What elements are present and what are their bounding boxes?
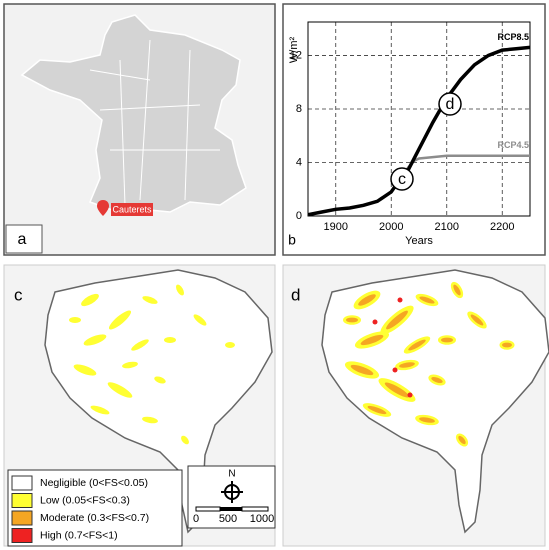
location-marker <box>97 200 109 216</box>
susceptibility-zone <box>69 317 81 323</box>
susceptibility-zone <box>154 376 166 384</box>
scale-label: 0 <box>193 513 199 525</box>
scale-label: 500 <box>219 513 237 525</box>
panel-label: b <box>288 232 296 248</box>
susceptibility-zone <box>419 417 435 423</box>
panel-label: c <box>14 285 23 304</box>
series-label: RCP4.5 <box>497 140 529 150</box>
y-tick-label: 8 <box>296 103 302 115</box>
scale-segment <box>220 507 242 511</box>
x-tick-label: 2000 <box>379 221 403 233</box>
susceptibility-zone <box>350 364 374 376</box>
series-label: RCP8.5 <box>497 32 529 42</box>
susceptibility-zone <box>142 296 158 304</box>
panel-d: d <box>282 264 549 547</box>
north-label: N <box>228 469 235 480</box>
scale-segment <box>241 506 269 512</box>
x-tick-label: 2200 <box>490 221 514 233</box>
plot-frame <box>307 21 531 217</box>
susceptibility-zone <box>193 314 207 326</box>
legend-label: Low (0.05<FS<0.3) <box>40 494 130 506</box>
y-tick-label: 12 <box>290 49 302 61</box>
susceptibility-zone <box>386 310 408 330</box>
susceptibility-zone <box>367 405 387 415</box>
legend-swatch <box>11 493 33 508</box>
susceptibility-zone <box>441 337 453 343</box>
compass-cross <box>221 481 243 503</box>
susceptibility-zone <box>453 284 461 296</box>
legend-label: High (0.7<FS<1) <box>40 529 118 541</box>
susceptibility-zone <box>73 364 97 376</box>
susceptibility-zone <box>502 342 512 348</box>
annotation-circle <box>438 92 462 116</box>
susceptibility-zone <box>360 334 384 346</box>
marker-label: Cauterets <box>112 204 152 214</box>
susceptibility-zone <box>397 297 403 303</box>
susceptibility-zone <box>176 284 184 296</box>
susceptibility-zone <box>358 294 376 306</box>
scale-segment <box>195 506 221 512</box>
susceptibility-zone <box>470 314 484 326</box>
legend-swatch <box>11 528 33 543</box>
scale-label: 1000 <box>250 513 274 525</box>
susceptibility-zone <box>108 310 132 330</box>
marker-label-box <box>111 203 153 216</box>
susceptibility-zone <box>346 317 358 323</box>
y-tick-label: 0 <box>296 210 302 222</box>
legend-label: Negligible (0<FS<0.05) <box>40 477 148 489</box>
susceptibility-zone <box>81 293 99 307</box>
x-tick-label: 1900 <box>324 221 348 233</box>
susceptibility-zone <box>181 435 189 445</box>
panel-label: a <box>18 231 27 248</box>
susceptibility-zone <box>392 367 398 373</box>
susceptibility-zone <box>399 362 415 368</box>
susceptibility-zone <box>83 334 107 346</box>
x-axis-label: Years <box>405 235 433 247</box>
y-axis-label: W/m² <box>288 37 300 64</box>
legend-box <box>7 469 183 547</box>
annotation: d <box>446 96 455 113</box>
susceptibility-zone <box>372 319 378 325</box>
annotation-circle <box>390 167 414 191</box>
panel-label-box <box>5 224 43 254</box>
x-tick-label: 2100 <box>435 221 459 233</box>
legend-swatch <box>11 475 33 491</box>
susceptibility-zone <box>107 382 133 398</box>
susceptibility-zone <box>458 435 466 445</box>
susceptibility-zone <box>90 405 110 415</box>
susceptibility-zone <box>408 339 426 351</box>
susceptibility-zone <box>419 296 435 304</box>
susceptibility-zone <box>407 392 413 398</box>
legend-swatch <box>11 510 33 526</box>
annotation: c <box>398 171 406 188</box>
susceptibility-zone <box>131 339 149 351</box>
susceptibility-zone <box>122 361 138 369</box>
susceptibility-zone <box>384 382 410 398</box>
susceptibility-zone <box>225 342 235 348</box>
susceptibility-zone <box>142 416 158 424</box>
susceptibility-zone <box>431 376 443 384</box>
panel-b <box>282 3 546 256</box>
region-borders <box>89 39 220 206</box>
susceptibility-zone <box>164 337 176 343</box>
legend-label: Moderate (0.3<FS<0.7) <box>40 512 149 524</box>
series-line <box>307 45 531 217</box>
panel-label: d <box>291 285 300 304</box>
y-tick-label: 4 <box>296 156 302 168</box>
